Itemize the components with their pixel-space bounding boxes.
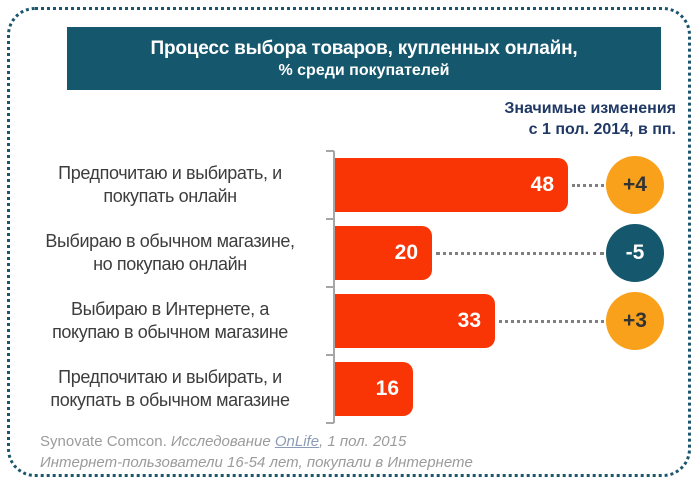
bar-value: 20 (394, 241, 418, 264)
change-badge: +3 (606, 292, 664, 350)
source-agency: Synovate Comcon. (40, 433, 171, 450)
source-line2: Интернет-пользователи 16-54 лет, покупал… (40, 454, 473, 471)
changes-header-line1: Значимые изменения (504, 100, 676, 117)
bar: 33 (335, 294, 495, 348)
changes-header: Значимые изменения с 1 пол. 2014, в пп. (504, 98, 676, 140)
category-label-line1: Предпочитаю и выбирать, и (58, 367, 282, 387)
dotted-frame-border (7, 7, 691, 477)
connector-dotted-line (572, 184, 604, 187)
chart-row: Предпочитаю и выбирать, и покупать онлай… (0, 151, 700, 219)
axis-tick (326, 354, 334, 356)
axis-tick (326, 422, 334, 424)
axis-tick (326, 150, 334, 152)
source-period: , 1 пол. 2015 (319, 433, 407, 450)
connector-dotted-line (499, 320, 604, 323)
source-note: Synovate Comcon. Исследование OnLife, 1 … (40, 431, 473, 473)
category-label-line2: покупать в обычном магазине (50, 390, 290, 410)
chart-row: Выбираю в обычном магазине, но покупаю о… (0, 219, 700, 287)
bar-value: 33 (457, 309, 481, 332)
category-label: Выбираю в Интернете, а покупаю в обычном… (14, 287, 326, 355)
category-label-line2: но покупаю онлайн (93, 254, 247, 274)
source-line1: Synovate Comcon. Исследование OnLife, 1 … (40, 431, 473, 452)
chart-row: Предпочитаю и выбирать, и покупать в обы… (0, 355, 700, 423)
category-label: Предпочитаю и выбирать, и покупать в обы… (14, 355, 326, 423)
bar: 48 (335, 158, 568, 212)
category-label-line1: Выбираю в обычном магазине, (45, 231, 295, 251)
connector-dotted-line (436, 252, 604, 255)
chart-row: Выбираю в Интернете, а покупаю в обычном… (0, 287, 700, 355)
chart-title-banner: Процесс выбора товаров, купленных онлайн… (67, 27, 661, 90)
onlife-link[interactable]: OnLife (274, 433, 320, 450)
change-badge: -5 (606, 224, 664, 282)
category-axis (333, 151, 335, 423)
category-label-line1: Предпочитаю и выбирать, и (58, 163, 282, 183)
change-badge: +4 (606, 156, 664, 214)
category-label-line1: Выбираю в Интернете, а (71, 299, 269, 319)
category-label: Выбираю в обычном магазине, но покупаю о… (14, 219, 326, 287)
axis-tick (326, 218, 334, 220)
category-label-line2: покупаю в обычном магазине (52, 322, 288, 342)
source-study: Исследование (170, 433, 275, 450)
bar: 16 (335, 362, 413, 416)
bar: 20 (335, 226, 432, 280)
bar-value: 16 (375, 377, 399, 400)
bar-value: 48 (530, 173, 554, 196)
chart-title: Процесс выбора товаров, купленных онлайн… (150, 37, 578, 59)
chart-subtitle: % среди покупателей (278, 61, 450, 79)
changes-header-line2: с 1 пол. 2014, в пп. (528, 121, 676, 138)
category-label: Предпочитаю и выбирать, и покупать онлай… (14, 151, 326, 219)
axis-tick (326, 286, 334, 288)
category-label-line2: покупать онлайн (103, 186, 237, 206)
